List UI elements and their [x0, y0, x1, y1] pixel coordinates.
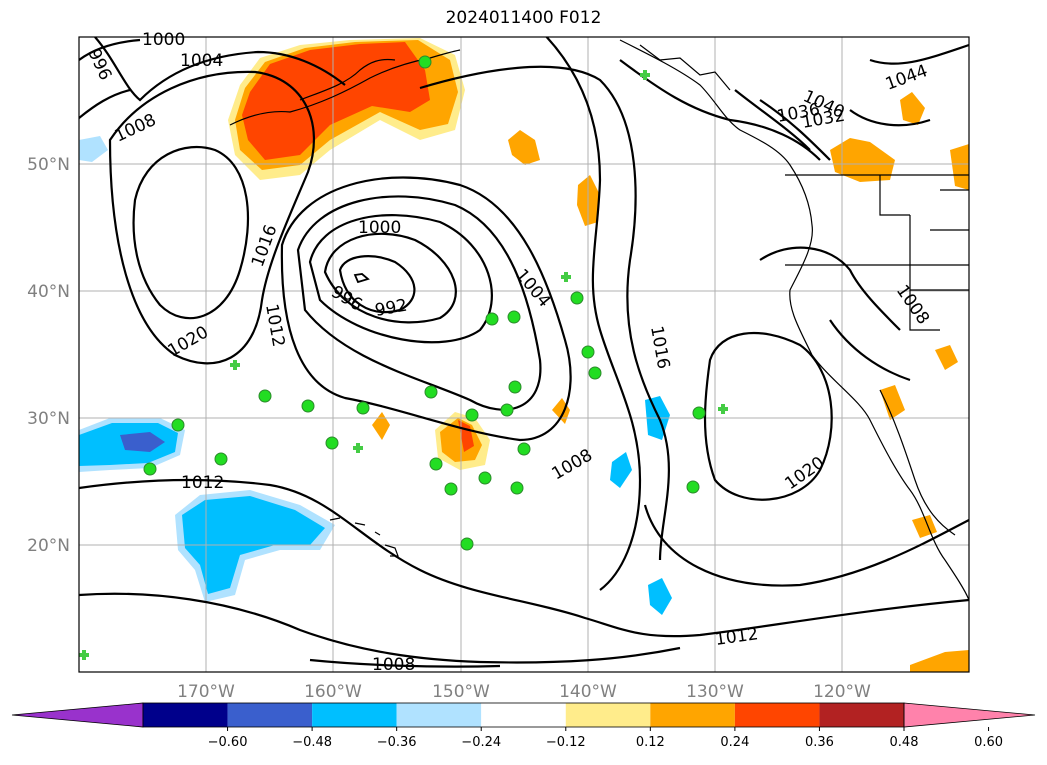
- lon-label: 120°W: [813, 682, 871, 702]
- lat-label: 40°N: [27, 282, 70, 302]
- lon-label: 170°W: [177, 682, 235, 702]
- positive-anomaly-shading: [950, 144, 969, 190]
- negative-anomaly-shading: [79, 136, 108, 162]
- contour-label: 1000: [358, 218, 401, 238]
- colorbar-segment: [143, 703, 228, 727]
- colorbar-extend-min: [11, 702, 144, 728]
- positive-anomaly-shading: [910, 650, 969, 672]
- colorbar-segment: [819, 703, 904, 727]
- colorbar-frame: [142, 702, 905, 728]
- observation-markers: [143, 55, 706, 551]
- positive-anomaly-shading: [880, 385, 905, 420]
- lon-label: 140°W: [559, 682, 617, 702]
- negative-anomaly-shading: [610, 452, 632, 488]
- lon-label: 160°W: [304, 682, 362, 702]
- colorbar-segment: [481, 703, 566, 727]
- negative-anomaly-shading: [648, 578, 672, 615]
- positive-anomaly-shading: [830, 138, 895, 182]
- colorbar-tick-label: 0.24: [720, 735, 749, 750]
- contour-label: 1044: [883, 61, 930, 95]
- contour-label: 1008: [112, 110, 160, 146]
- contour-label: 1008: [549, 445, 596, 484]
- contour-label: 1012: [714, 624, 760, 650]
- contour-label: 1008: [892, 281, 933, 328]
- positive-anomaly-shading: [372, 412, 390, 440]
- lat-label: 50°N: [27, 155, 70, 175]
- map-frame: [78, 36, 970, 673]
- positive-anomaly-shading: [900, 92, 925, 125]
- colorbar-tick-label: −0.12: [546, 735, 586, 750]
- lat-axis-labels: 20°N 30°N 40°N 50°N: [27, 155, 70, 556]
- isobar-layer: [79, 37, 969, 668]
- coastline-layer: [229, 39, 969, 601]
- contour-label: 1016: [646, 324, 673, 370]
- colorbar-segment: [734, 703, 820, 727]
- lon-label: 150°W: [432, 682, 490, 702]
- colorbar-tick-label: 0.48: [890, 735, 919, 750]
- colorbar-tick-label: 0.12: [636, 735, 665, 750]
- colorbar-tick-label: 0.36: [805, 735, 834, 750]
- negative-anomaly-shading: [120, 432, 165, 452]
- colorbar-segment: [565, 703, 651, 727]
- colorbar-tick-label: −0.24: [461, 735, 501, 750]
- contour-label: 1012: [181, 473, 224, 493]
- colorbar-segment: [650, 703, 735, 727]
- contour-label: 1000: [142, 30, 185, 50]
- map-title: 2024011400 F012: [445, 8, 602, 28]
- colorbar-segment: [396, 703, 482, 727]
- colorbar-tick-label: −0.36: [377, 735, 417, 750]
- lon-label: 130°W: [686, 682, 744, 702]
- lat-label: 20°N: [27, 536, 70, 556]
- cross-markers: [79, 70, 728, 660]
- colorbar-ticks: −0.60 −0.48 −0.36 −0.24 −0.12 0.12 0.24 0.36 0.4…: [208, 727, 1003, 750]
- colorbar-extend-max: [903, 702, 1036, 728]
- lon-axis-labels: 170°W 160°W 150°W 140°W 130°W 120°W: [177, 682, 871, 702]
- colorbar: −0.60 −0.48 −0.36 −0.24 −0.12 0.12 0.24 0.36 0.4…: [11, 702, 1036, 750]
- contour-label: 996: [83, 46, 115, 84]
- positive-anomaly-shading: [935, 345, 958, 370]
- colorbar-segments: [11, 702, 1036, 728]
- lat-label: 30°N: [27, 409, 70, 429]
- contour-label: 1008: [372, 655, 415, 675]
- colorbar-tick-label: 0.60: [974, 735, 1003, 750]
- colorbar-tick-label: −0.60: [208, 735, 248, 750]
- colorbar-tick-label: −0.48: [292, 735, 332, 750]
- colorbar-segment: [227, 703, 313, 727]
- contour-label: 992: [373, 296, 408, 321]
- colorbar-segment: [312, 703, 397, 727]
- contour-label: 1004: [180, 51, 223, 71]
- contour-label: 1012: [261, 302, 288, 348]
- positive-anomaly-shading: [508, 130, 540, 165]
- contour-label: 1020: [165, 322, 212, 361]
